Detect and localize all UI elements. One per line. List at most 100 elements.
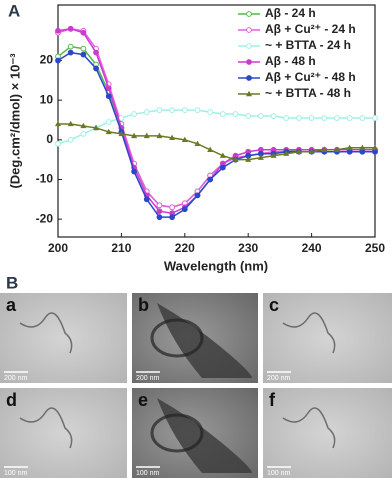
y-tick-label: -20 <box>36 211 54 225</box>
data-point <box>219 152 226 158</box>
data-point <box>156 202 163 209</box>
y-tick-label: 20 <box>40 53 54 67</box>
scale-bar-label: 100 nm <box>4 470 28 477</box>
data-point <box>105 93 112 100</box>
scale-bar-label: 200 nm <box>4 375 28 382</box>
scale-bar-label: 200 nm <box>267 375 291 382</box>
data-point <box>246 75 252 81</box>
data-point <box>321 146 328 152</box>
micrograph: d 100 nm <box>0 388 127 478</box>
legend-label: Aβ + Cu²⁺ - 24 h <box>265 22 356 36</box>
data-point <box>169 134 176 141</box>
scale-bar-label: 200 nm <box>136 375 160 382</box>
data-point <box>207 176 214 183</box>
panel-label: c <box>269 295 279 315</box>
legend-label: ~ + BTTA - 24 h <box>265 38 351 52</box>
data-point <box>55 120 61 127</box>
data-point <box>131 168 137 175</box>
data-point <box>93 49 99 56</box>
data-point <box>105 85 112 92</box>
fibril <box>282 407 336 449</box>
x-tick-label: 240 <box>302 241 322 255</box>
aggregate <box>150 318 204 358</box>
aggregate <box>150 413 204 453</box>
x-tick-label: 230 <box>238 241 258 255</box>
data-point <box>372 144 378 150</box>
data-point <box>246 90 252 97</box>
data-point <box>143 196 150 203</box>
aggregate <box>157 303 252 378</box>
micrograph: c 200 nm <box>263 293 392 383</box>
x-tick-label: 250 <box>365 241 385 255</box>
legend-label: Aβ - 24 h <box>265 6 316 20</box>
data-point <box>55 57 61 64</box>
data-point <box>219 111 226 117</box>
data-point <box>67 49 74 56</box>
data-point <box>118 130 125 137</box>
x-tick-label: 210 <box>111 241 131 255</box>
panel-label: e <box>138 390 148 410</box>
series <box>55 107 378 147</box>
data-point <box>359 144 366 150</box>
panel-label: a <box>6 295 17 315</box>
panel-label: d <box>6 390 17 410</box>
data-point <box>346 115 353 121</box>
data-point <box>181 206 188 213</box>
data-point <box>207 109 214 115</box>
micrograph-image <box>263 293 392 383</box>
data-point <box>169 214 176 221</box>
data-point <box>105 128 112 135</box>
data-point <box>246 11 252 17</box>
data-point <box>321 115 328 121</box>
data-point <box>169 107 176 113</box>
data-point <box>346 148 353 155</box>
y-tick-label: -10 <box>36 172 54 186</box>
data-point <box>232 111 239 117</box>
data-point <box>283 150 290 156</box>
data-point <box>270 113 277 119</box>
data-point <box>359 148 366 155</box>
series-line <box>58 123 375 161</box>
data-point <box>295 148 302 154</box>
data-point <box>194 107 201 113</box>
data-point <box>194 140 201 147</box>
micrograph: a 200 nm <box>0 293 127 383</box>
data-point <box>308 148 315 154</box>
data-point <box>219 164 226 171</box>
data-point <box>245 156 252 162</box>
data-point <box>55 140 61 147</box>
data-point <box>245 113 252 119</box>
series-line <box>57 109 375 145</box>
data-point <box>194 192 201 199</box>
data-point <box>80 122 87 129</box>
data-point <box>131 111 137 117</box>
data-point <box>80 45 87 52</box>
legend-label: Aβ - 48 h <box>265 54 316 68</box>
x-axis-label: Wavelength (nm) <box>164 258 268 273</box>
series <box>55 25 378 217</box>
aggregate <box>157 398 252 473</box>
data-point <box>80 51 87 58</box>
micrograph: b 200 nm <box>132 293 258 383</box>
data-point <box>181 136 188 143</box>
data-point <box>372 148 378 155</box>
micrograph-image <box>263 388 392 478</box>
scale-bar-label: 100 nm <box>267 470 291 477</box>
x-tick-label: 200 <box>48 241 68 255</box>
series-line <box>57 28 375 214</box>
panel-label: A <box>8 1 20 20</box>
data-point <box>156 107 163 113</box>
data-point <box>93 124 100 131</box>
data-point <box>334 115 340 121</box>
data-point <box>246 59 252 65</box>
micrograph-image <box>0 293 127 383</box>
data-point <box>67 120 74 127</box>
data-point <box>296 115 302 121</box>
panel-label: b <box>138 295 149 315</box>
y-axis-label: (Deg.cm²/dmol) × 10⁻³ <box>7 53 22 189</box>
data-point <box>156 208 163 215</box>
data-point <box>346 144 353 150</box>
data-point <box>372 115 378 121</box>
